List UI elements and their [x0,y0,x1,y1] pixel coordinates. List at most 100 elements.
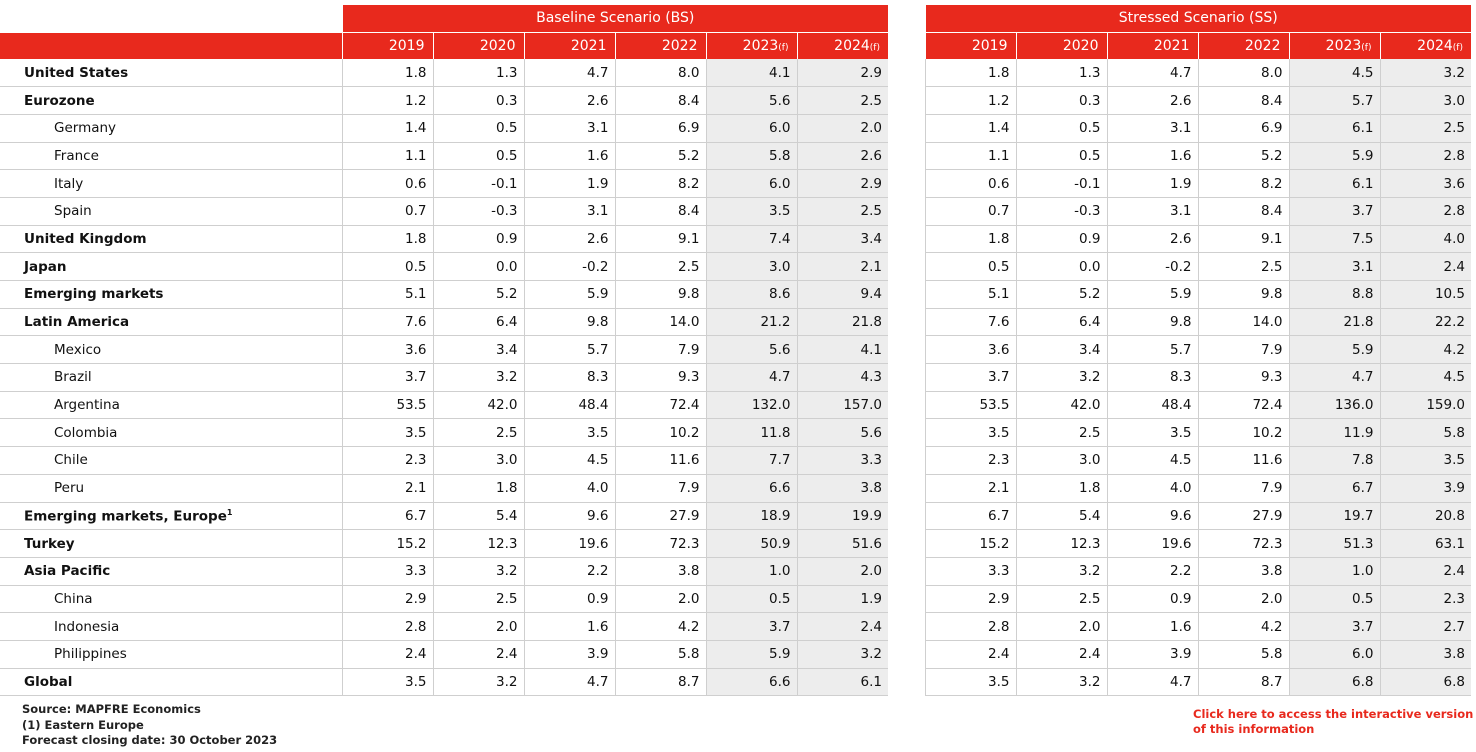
row-label-text: France [54,147,99,164]
row-label-text: Philippines [54,646,127,663]
baseline-value-cell: 1.8 [341,225,433,254]
baseline-value-cell: 4.0 [523,474,615,503]
stressed-value-cell: 1.4 [924,114,1016,143]
baseline-value-cell: 2.6 [796,142,888,171]
column-gap [888,252,925,281]
stressed-value-cell: 0.9 [1015,225,1107,254]
baseline-value-cell: 2.5 [614,252,706,281]
stressed-value-cell: 21.8 [1288,308,1380,337]
baseline-value-cell: 0.5 [432,114,524,143]
baseline-value-cell: 50.9 [705,529,797,558]
baseline-value-cell: 21.8 [796,308,888,337]
row-label-text: Asia Pacific [24,563,111,580]
baseline-value-cell: 0.9 [523,585,615,614]
stressed-value-cell: 6.9 [1197,114,1289,143]
stressed-value-cell: 6.7 [924,502,1016,531]
column-gap [888,363,925,392]
stressed-value-cell: 9.8 [1197,280,1289,309]
stressed-value-cell: 72.4 [1197,391,1289,420]
stressed-value-cell: 3.2 [1015,668,1107,697]
stressed-value-cell: 4.5 [1288,59,1380,88]
table-row: Mexico 3.6 3.4 5.7 7.9 5.6 4.1 3.6 3.4 5.7 7.9 5.9 4… [0,335,1471,365]
baseline-value-cell: 1.1 [341,142,433,171]
baseline-value-cell: 2.4 [341,640,433,669]
baseline-value-cell: 4.7 [523,668,615,697]
stressed-value-cell: 8.7 [1197,668,1289,697]
stressed-value-cell: 12.3 [1015,529,1107,558]
year-label: 2022 [661,37,698,54]
stressed-value-cell: 5.8 [1379,418,1471,448]
baseline-value-cell: 51.6 [796,529,888,558]
stressed-value-cell: 9.1 [1197,225,1289,254]
row-label-text: Eurozone [24,92,95,109]
table-row: Latin America 7.6 6.4 9.8 14.0 21.2 21.8 7.6 6.4… [0,308,1471,337]
row-label: United States [0,59,342,88]
year-label: 2019 [388,37,425,54]
baseline-value-cell: -0.1 [432,169,524,198]
row-label: Chile [0,446,342,475]
baseline-value-cell: 6.6 [705,474,797,503]
baseline-value-cell: 8.2 [614,169,706,198]
stressed-value-cell: 5.8 [1197,640,1289,669]
baseline-value-cell: 2.6 [523,225,615,254]
baseline-value-cell: 3.3 [341,557,433,586]
baseline-value-cell: 1.0 [705,557,797,586]
table-row: Philippines 2.4 2.4 3.9 5.8 5.9 3.2 2.4 2.4 3.9 5.… [0,640,1471,669]
interactive-link-line-2[interactable]: of this information [1193,722,1315,736]
baseline-year-header-2023: 2023(f) [705,31,797,59]
stressed-value-cell: 10.2 [1197,418,1289,448]
year-label: 2023 [1325,37,1362,54]
baseline-value-cell: 6.9 [614,114,706,143]
stressed-value-cell: 48.4 [1106,391,1198,420]
row-label: Italy [0,169,342,198]
footnote-marker: 1 [226,507,233,517]
row-label-text: United Kingdom [24,230,147,247]
stressed-value-cell: 1.3 [1015,59,1107,88]
stressed-value-cell: 5.7 [1106,335,1198,365]
year-label: 2024 [1417,37,1453,54]
stressed-value-cell: 5.7 [1288,86,1380,115]
baseline-value-cell: 1.9 [796,585,888,614]
row-label: Mexico [0,335,342,365]
baseline-value-cell: 2.5 [796,86,888,115]
column-gap [888,169,925,198]
baseline-value-cell: 6.6 [705,668,797,697]
stressed-value-cell: 4.7 [1106,668,1198,697]
interactive-link-line-1[interactable]: Click here to access the interactive ver… [1193,707,1474,721]
row-label-text: Colombia [54,424,118,441]
year-label: 2021 [1153,37,1190,54]
baseline-value-cell: 2.2 [523,557,615,586]
baseline-value-cell: 9.3 [614,363,706,392]
stressed-value-cell: 136.0 [1288,391,1380,420]
table-row: Spain 0.7 -0.3 3.1 8.4 3.5 2.5 0.7 -0.3 3.1 8.4 3.7… [0,197,1471,226]
interactive-version-link[interactable]: Click here to access the interactive ver… [1193,707,1473,737]
stressed-value-cell: 3.0 [1379,86,1471,115]
stressed-value-cell: 3.3 [924,557,1016,586]
stressed-value-cell: 1.2 [924,86,1016,115]
stressed-value-cell: 6.4 [1015,308,1107,337]
baseline-value-cell: 3.4 [432,335,524,365]
baseline-value-cell: 1.8 [432,474,524,503]
baseline-value-cell: 0.3 [432,86,524,115]
inflation-table-container: Baseline Scenario (BS) Stressed Scenario… [0,5,1476,697]
baseline-value-cell: 5.1 [341,280,433,309]
baseline-value-cell: 2.0 [614,585,706,614]
baseline-year-header-2019: 2019 [341,31,433,59]
row-label-text: Emerging markets [24,286,164,303]
baseline-value-cell: 72.3 [614,529,706,558]
row-label-text: Italy [54,175,84,192]
column-gap [888,391,925,419]
stressed-value-cell: 0.3 [1015,86,1107,115]
baseline-value-cell: 1.8 [341,59,433,88]
stressed-value-cell: 5.9 [1106,280,1198,309]
row-label: Peru [0,474,342,503]
stressed-value-cell: 3.2 [1015,363,1107,392]
table-row: Emerging markets, Europe1 6.7 5.4 9.6 27.9 18… [0,502,1471,531]
stressed-value-cell: 3.1 [1106,197,1198,226]
baseline-value-cell: 6.0 [705,114,797,143]
stressed-scenario-header: Stressed Scenario (SS) [924,5,1471,32]
column-gap [888,335,925,364]
baseline-year-header-2021: 2021 [523,31,615,59]
stressed-value-cell: 1.8 [924,59,1016,88]
forecast-marker: (f) [869,42,880,53]
